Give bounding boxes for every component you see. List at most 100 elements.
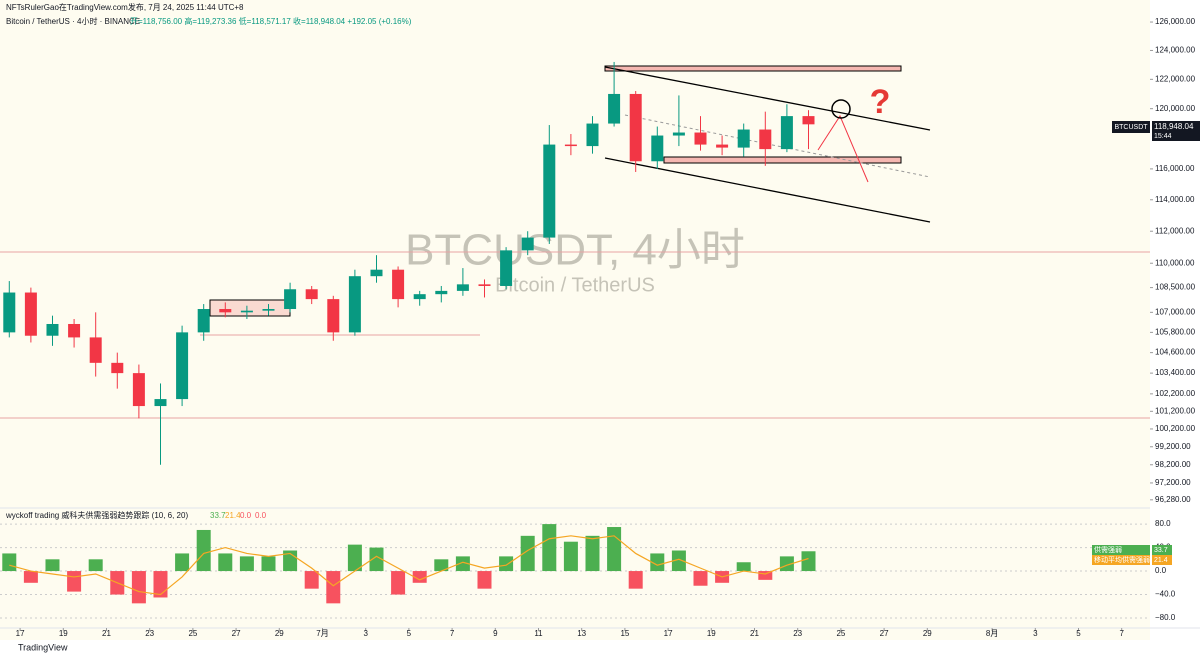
x-tick-label: 29 [275, 629, 284, 638]
candle-body [392, 269, 405, 300]
candle-body [132, 373, 145, 407]
y-tick-label: 110,000.00 [1155, 258, 1195, 267]
resistance-box [604, 65, 902, 72]
candle-body [737, 129, 750, 148]
range-box [209, 299, 291, 317]
highlight-circle [831, 99, 851, 119]
candle-body [780, 116, 793, 150]
candle-body [176, 332, 189, 400]
histogram-bar [736, 562, 751, 572]
candle-body [456, 284, 469, 291]
mid-line [624, 114, 931, 178]
x-tick-label: 27 [880, 629, 889, 638]
candle-body [111, 362, 124, 374]
x-tick-label: 5 [1076, 629, 1081, 638]
y-tick-label: 114,000.00 [1155, 195, 1195, 204]
x-tick-label: 25 [188, 629, 197, 638]
legend-label: 移动平均供需强弱 [1094, 555, 1150, 564]
y-tick-label: 0.0 [1155, 566, 1167, 575]
candle-body [24, 292, 37, 336]
candle-body [327, 299, 340, 333]
candle-body [68, 323, 81, 338]
ma-line [9, 535, 809, 596]
x-tick-label: 5 [407, 629, 412, 638]
candle-body [413, 294, 426, 300]
legend-swatch [1092, 545, 1150, 555]
price-tag-time: 15:44 [1154, 133, 1172, 140]
x-tick-label: 29 [923, 629, 932, 638]
indicator-value: 0.0 [255, 511, 267, 520]
y-tick-label: 102,200.00 [1155, 389, 1196, 398]
histogram-bar [369, 547, 384, 572]
symbol-line: Bitcoin / TetherUS · 4小时 · BINANCE [6, 16, 140, 26]
histogram-bar [261, 556, 276, 572]
y-tick-label: 120,000.00 [1155, 104, 1196, 113]
x-tick-label: 23 [793, 629, 802, 638]
y-tick-label: 100,200.00 [1155, 424, 1196, 433]
y-tick-label: −40.0 [1155, 590, 1176, 599]
y-tick-label: 126,000.00 [1155, 17, 1196, 26]
histogram-bar [196, 529, 211, 572]
candle-body [672, 132, 685, 136]
histogram-bar [304, 571, 319, 589]
histogram-bar [391, 571, 406, 595]
question-mark: ? [870, 83, 891, 121]
candle-body [370, 269, 383, 277]
candle-body [262, 309, 275, 311]
histogram-bar [239, 556, 254, 572]
candle-body [348, 276, 361, 333]
histogram-bar [347, 544, 362, 572]
price-tag-symbol: BTCUSDT [1114, 124, 1148, 131]
histogram-bar [650, 553, 665, 572]
candle-body [521, 237, 534, 251]
footer-brand: TradingView [18, 642, 68, 652]
y-tick-label: 96,280.00 [1155, 495, 1191, 504]
y-tick-label: 101,200.00 [1155, 406, 1196, 415]
x-tick-label: 8月 [986, 629, 998, 638]
legend-value: 33.7 [1154, 547, 1168, 554]
candle-body [564, 144, 577, 147]
candle-body [240, 310, 253, 313]
histogram-bar [131, 571, 146, 604]
histogram-bar [412, 571, 427, 583]
plots: 126,000.00 124,000.00 122,000.00 120,000.00… [0, 17, 1196, 638]
x-tick-label: 9 [493, 629, 498, 638]
y-tick-label: 97,200.00 [1155, 478, 1191, 487]
y-tick-label: −80.0 [1155, 613, 1176, 622]
histogram-bar [779, 556, 794, 572]
projection-arrow [817, 114, 869, 183]
legend-value-bg [1152, 555, 1172, 565]
histogram-bar [326, 571, 341, 604]
histogram-bar [801, 551, 816, 572]
channel-line [604, 157, 931, 223]
candle-body [89, 337, 102, 363]
y-tick-label: 116,000.00 [1155, 164, 1195, 173]
candle-body [219, 309, 232, 313]
indicator-value: 33.7 [210, 511, 226, 520]
x-tick-label: 3 [363, 629, 368, 638]
y-tick-label: 104,600.00 [1155, 348, 1196, 357]
x-tick-label: 21 [750, 629, 759, 638]
y-tick-label: 108,500.00 [1155, 283, 1196, 292]
x-tick-label: 19 [707, 629, 716, 638]
channel-line [604, 66, 931, 131]
watermark-title: BTCUSDT, 4小时 [405, 226, 745, 275]
indicator-value: 0.0 [240, 511, 252, 520]
histogram-bar [175, 553, 190, 572]
ohlc-line: 开=118,756.00 高=119,273.36 低=118,571.17 收… [130, 16, 412, 26]
indicator-title: wyckoff trading 威科夫供需强弱趋势跟踪 (10, 6, 20) [5, 510, 188, 520]
legend-value-bg [1152, 545, 1172, 555]
histogram-bar [23, 571, 38, 583]
y-tick-label: 99,200.00 [1155, 442, 1191, 451]
candle-body [586, 123, 599, 147]
y-tick-label: 107,000.00 [1155, 307, 1196, 316]
candle-body [435, 290, 448, 295]
histogram-bar [499, 556, 514, 572]
candle-body [284, 289, 297, 310]
candle-body [716, 144, 729, 148]
candle-body [608, 93, 621, 124]
candle-body [154, 399, 167, 407]
x-tick-label: 17 [16, 629, 25, 638]
histogram-bar [585, 535, 600, 572]
